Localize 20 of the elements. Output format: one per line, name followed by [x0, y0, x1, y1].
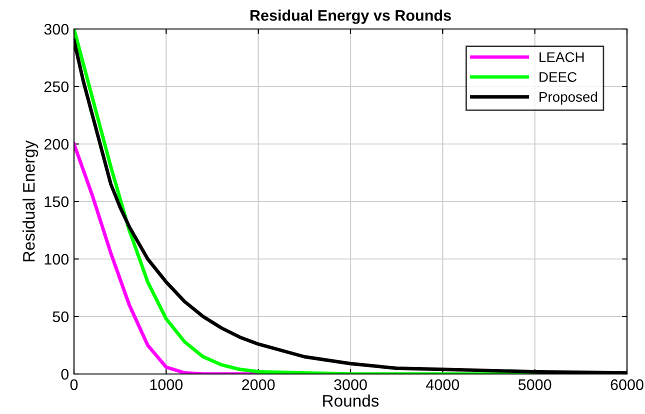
chart-title: Residual Energy vs Rounds: [250, 10, 451, 24]
y-axis-title: Residual Energy: [22, 140, 38, 262]
x-tick-label: 5000: [518, 379, 552, 390]
y-tick-label: 100: [44, 254, 69, 265]
legend-label: LEACH: [540, 52, 584, 62]
x-tick-label: 4000: [426, 379, 460, 390]
x-tick-label: 1000: [150, 379, 183, 390]
legend-label: DEEC: [540, 72, 577, 82]
y-tick-label: 300: [44, 24, 69, 35]
y-tick-label: 200: [44, 138, 69, 150]
y-tick-label: 50: [52, 311, 69, 322]
y-tick-label: 0: [61, 368, 69, 380]
x-tick-label: 3000: [334, 379, 367, 390]
x-tick-label: 2000: [242, 379, 275, 390]
y-tick-label: 150: [44, 196, 69, 208]
y-tick-label: 250: [44, 81, 69, 92]
x-tick-label: 0: [70, 379, 78, 390]
legend-label: Proposed: [540, 92, 598, 105]
x-axis-title: Rounds: [323, 394, 379, 407]
x-tick-label: 6000: [610, 379, 644, 390]
